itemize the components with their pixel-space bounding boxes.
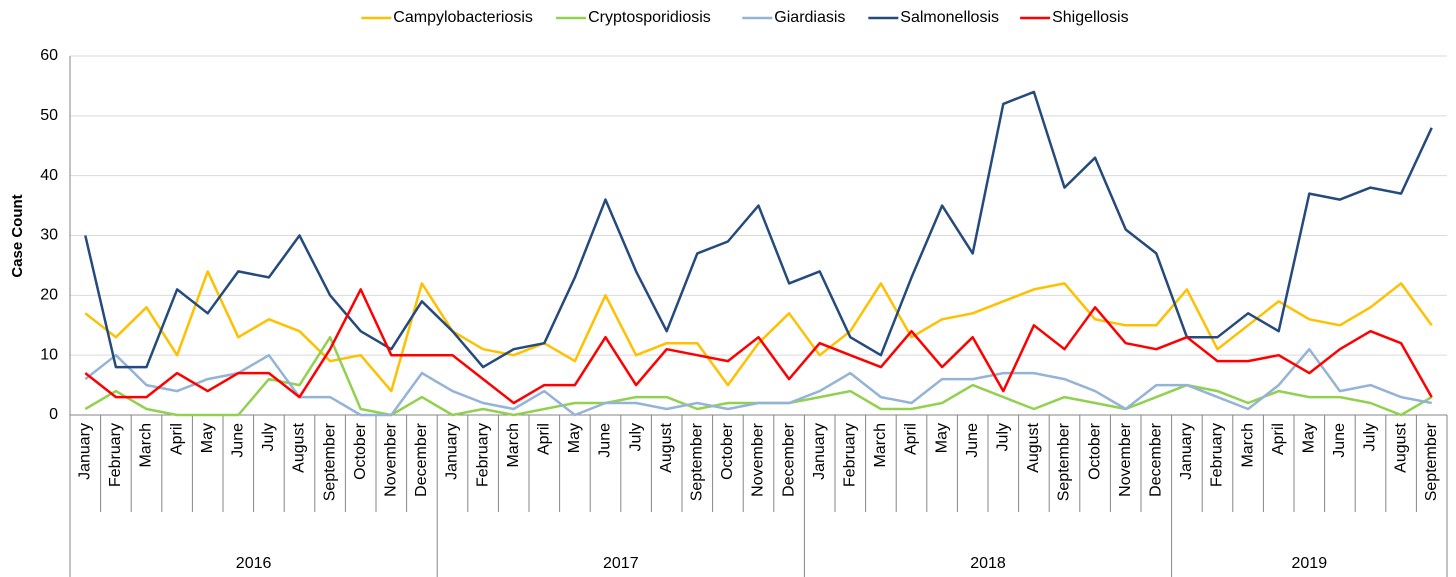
year-label: 2018 — [970, 555, 1006, 572]
x-tick-label: September — [689, 422, 706, 501]
x-tick-label: July — [627, 423, 644, 451]
x-tick-label: April — [536, 423, 553, 455]
x-tick-label: December — [413, 422, 430, 496]
x-tick-label: June — [597, 423, 614, 458]
x-tick-label: November — [1117, 422, 1134, 496]
x-tick-label: December — [780, 422, 797, 496]
x-tick-label: August — [1025, 422, 1042, 472]
y-tick-label: 30 — [40, 227, 58, 244]
y-axis-label: Case Count — [9, 194, 26, 277]
x-tick-label: February — [474, 423, 491, 487]
x-tick-label: June — [230, 423, 247, 458]
x-tick-label: May — [566, 423, 583, 453]
x-tick-label: May — [933, 423, 950, 453]
y-tick-label: 40 — [40, 167, 58, 184]
x-tick-label: March — [872, 423, 889, 467]
y-tick-label: 60 — [40, 47, 58, 64]
x-tick-label: March — [1239, 423, 1256, 467]
x-tick-label: March — [505, 423, 522, 467]
x-tick-label: September — [1056, 422, 1073, 501]
y-tick-label: 20 — [40, 287, 58, 304]
legend-label: Cryptosporidiosis — [588, 9, 711, 26]
series-line — [84, 90, 1433, 369]
x-tick-label: June — [1331, 423, 1348, 458]
legend-label: Salmonellosis — [900, 9, 999, 26]
y-tick-label: 0 — [49, 406, 58, 423]
legend-label: Giardiasis — [774, 9, 845, 26]
year-label: 2017 — [603, 555, 639, 572]
x-tick-label: September — [321, 422, 338, 501]
x-tick-label: April — [903, 423, 920, 455]
x-tick-label: January — [811, 423, 828, 480]
y-tick-label: 10 — [40, 346, 58, 363]
x-tick-label: July — [995, 423, 1012, 451]
year-label: 2019 — [1292, 555, 1328, 572]
x-tick-label: April — [1270, 423, 1287, 455]
x-tick-label: June — [964, 423, 981, 458]
y-tick-label: 50 — [40, 107, 58, 124]
x-tick-label: January — [444, 423, 461, 480]
x-tick-label: November — [383, 422, 400, 496]
x-tick-label: September — [1423, 422, 1440, 501]
x-tick-label: January — [1178, 423, 1195, 480]
x-tick-label: October — [352, 422, 369, 480]
x-tick-label: August — [1392, 422, 1409, 472]
series-line — [84, 288, 1433, 405]
x-tick-label: October — [1086, 422, 1103, 480]
x-tick-label: October — [719, 422, 736, 480]
x-tick-label: May — [1301, 423, 1318, 453]
x-tick-label: July — [1362, 423, 1379, 451]
legend-label: Campylobacteriosis — [393, 9, 533, 26]
x-tick-label: February — [842, 423, 859, 487]
x-tick-label: November — [750, 422, 767, 496]
x-tick-label: July — [260, 423, 277, 451]
x-tick-label: March — [138, 423, 155, 467]
series-line — [84, 270, 1433, 393]
x-tick-label: August — [658, 422, 675, 472]
x-tick-label: February — [107, 423, 124, 487]
x-tick-label: August — [291, 422, 308, 472]
x-tick-label: January — [77, 423, 94, 480]
x-tick-label: April — [168, 423, 185, 455]
year-label: 2016 — [236, 555, 272, 572]
x-tick-label: February — [1209, 423, 1226, 487]
x-tick-label: May — [199, 423, 216, 453]
legend-label: Shigellosis — [1052, 9, 1128, 26]
x-tick-label: December — [1148, 422, 1165, 496]
series-line — [84, 347, 1432, 417]
